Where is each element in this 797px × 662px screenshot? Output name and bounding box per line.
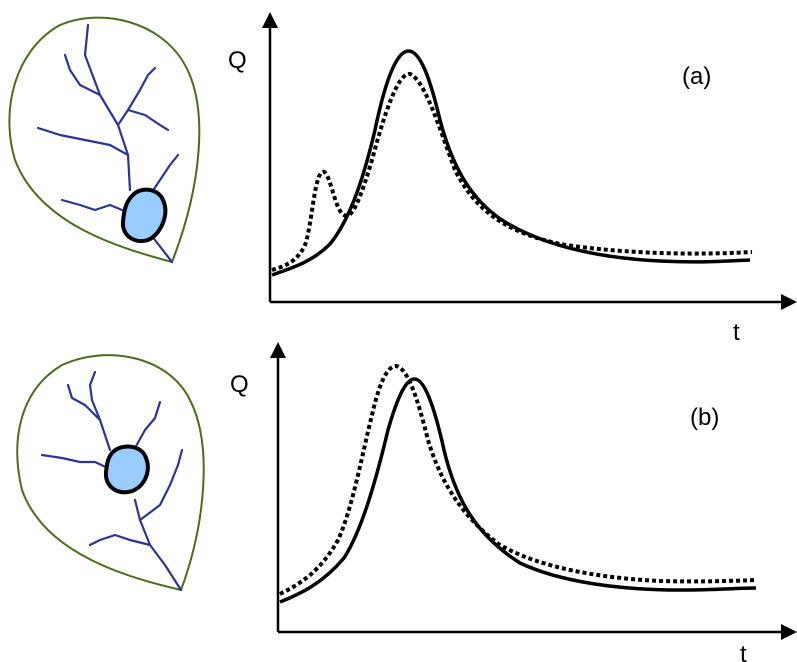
dotted-hydrograph (279, 363, 758, 596)
catchment-map-b (16, 354, 205, 592)
x-axis-arrowhead (781, 624, 797, 640)
panel-label: (b) (690, 404, 719, 431)
hydrograph-a: Q t (a) (228, 12, 797, 346)
x-axis-arrowhead (781, 294, 797, 310)
catchment-outline (8, 16, 201, 264)
panel-label: (a) (682, 63, 711, 90)
y-axis-label: Q (230, 371, 249, 398)
lake (120, 187, 168, 243)
river-network (40, 370, 184, 592)
river-network (36, 23, 180, 264)
catchment-map-a (8, 16, 201, 264)
y-axis-arrowhead (262, 12, 278, 28)
y-axis-arrowhead (270, 342, 286, 358)
x-axis-label: t (740, 641, 747, 662)
lake (103, 444, 150, 495)
y-axis-label: Q (228, 47, 247, 74)
solid-hydrograph (271, 49, 751, 277)
hydrograph-b: Q t (b) (230, 342, 797, 662)
solid-hydrograph (279, 377, 757, 604)
dotted-hydrograph (271, 72, 753, 272)
x-axis-label: t (733, 319, 740, 346)
